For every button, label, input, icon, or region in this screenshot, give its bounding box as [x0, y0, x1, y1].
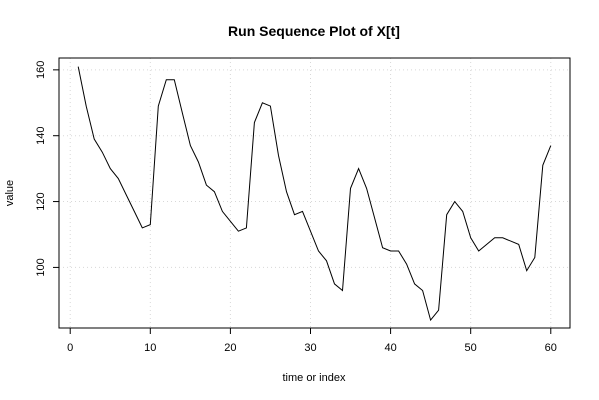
x-tick-label: 40: [384, 342, 396, 354]
y-tick-label: 120: [35, 192, 47, 210]
x-tick-label: 60: [545, 342, 557, 354]
x-axis-label: time or index: [283, 372, 346, 384]
y-axis-label: value: [4, 180, 16, 206]
grid-lines: [59, 58, 570, 328]
x-tick-label: 20: [224, 342, 236, 354]
y-tick-label: 160: [35, 61, 47, 79]
x-tick-label: 50: [465, 342, 477, 354]
series-line: [77, 66, 552, 322]
chart-title: Run Sequence Plot of X[t]: [228, 23, 400, 39]
x-tick-label: 0: [67, 342, 73, 354]
y-tick-label: 140: [35, 127, 47, 145]
x-tick-label: 10: [144, 342, 156, 354]
x-tick-label: 30: [304, 342, 316, 354]
x-axis: 0 10 20 30 40 50 60: [67, 328, 557, 354]
y-tick-label: 100: [35, 258, 47, 276]
plot-frame: [58, 57, 571, 329]
y-axis: 100 120 140 160: [35, 61, 59, 277]
